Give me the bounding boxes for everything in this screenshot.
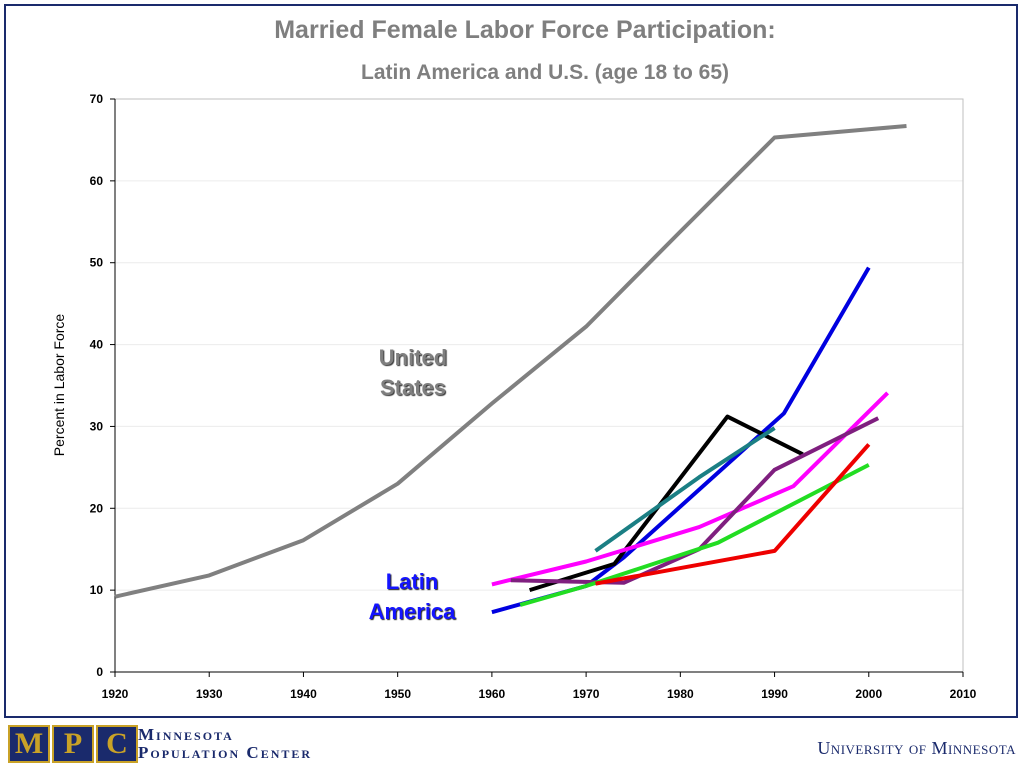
series-line <box>519 463 870 607</box>
logo-letter: C <box>96 725 138 763</box>
x-tick-label: 2000 <box>855 687 882 701</box>
logo-letter: P <box>52 725 94 763</box>
chart-title: Married Female Labor Force Participation… <box>274 16 776 44</box>
grid-lines <box>115 98 963 591</box>
y-tick-label: 70 <box>90 92 104 106</box>
x-tick-label: 1930 <box>196 687 223 701</box>
x-tick-label: 1980 <box>667 687 694 701</box>
annotation-line: America <box>368 599 456 624</box>
series-line <box>491 391 890 587</box>
x-tick-label: 1970 <box>573 687 600 701</box>
chart-subtitle: Latin America and U.S. (age 18 to 65) <box>361 61 729 84</box>
y-tick-label: 50 <box>90 256 104 270</box>
y-tick-label: 0 <box>96 665 103 679</box>
y-tick-label: 60 <box>90 174 104 188</box>
footer: M P C Minnesota Population Center Univer… <box>0 718 1024 768</box>
annotation-united-states: United States <box>358 343 468 403</box>
annotation-line: Latin <box>385 569 439 594</box>
x-tick-label: 1950 <box>384 687 411 701</box>
x-tick-label: 1960 <box>479 687 506 701</box>
x-tick-label: 1990 <box>761 687 788 701</box>
logo-letter: M <box>8 725 50 763</box>
line-chart: 0 10 20 30 40 50 60 70 1920 1930 1940 1950 1960 1970 1… <box>51 92 977 701</box>
y-axis-label: Percent in Labor Force <box>51 314 67 457</box>
org-name-line2: Population Center <box>138 743 313 762</box>
series-lines <box>114 124 907 615</box>
y-tick-label: 20 <box>90 501 104 515</box>
annotation-line: States <box>379 375 447 400</box>
series-line <box>595 443 871 586</box>
x-tick-label: 1940 <box>290 687 317 701</box>
y-tick-label: 10 <box>90 583 104 597</box>
series-line <box>114 124 907 599</box>
x-tick-label: 2010 <box>950 687 977 701</box>
org-name: Minnesota Population Center <box>138 726 312 762</box>
y-tick-label: 40 <box>90 338 104 352</box>
annotation-line: United <box>378 345 448 370</box>
series-line <box>491 266 871 615</box>
university-name: University of Minnesota <box>817 738 1016 758</box>
y-tick-label: 30 <box>90 419 104 433</box>
annotation-latin-america: Latin America <box>350 567 474 627</box>
chart-axes: 0 10 20 30 40 50 60 70 1920 1930 1940 1950 1960 1970 1… <box>90 92 977 701</box>
x-tick-label: 1920 <box>102 687 129 701</box>
slide-frame <box>4 4 1018 718</box>
mpc-logo: M P C <box>8 725 140 763</box>
series-line <box>510 416 880 585</box>
org-name-line1: Minnesota <box>138 725 234 744</box>
series-line <box>594 426 776 553</box>
